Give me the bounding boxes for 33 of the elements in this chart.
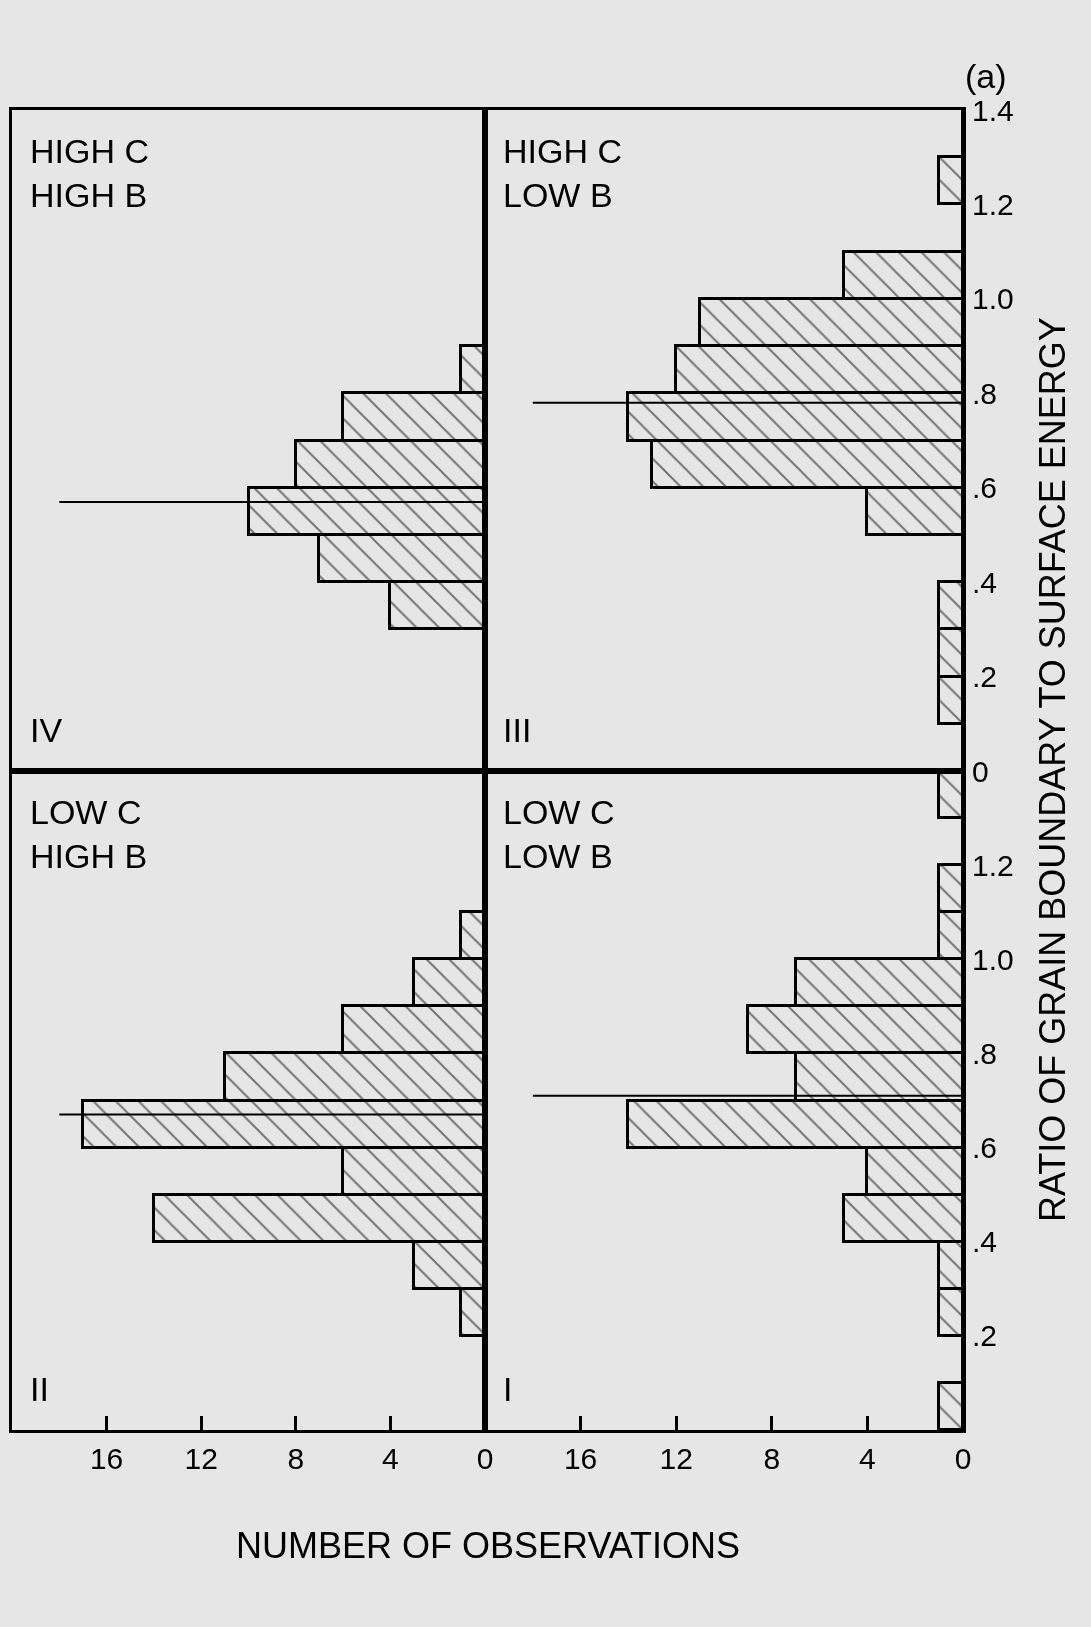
annotation: II [30, 1370, 49, 1408]
y-tick-label: .8 [972, 1036, 998, 1070]
text: (a) [965, 57, 1007, 95]
y-tick-label: 1.2 [972, 848, 1014, 882]
y-tick-label: .2 [972, 1319, 998, 1353]
annotation: I [503, 1370, 513, 1408]
x-tick-label: 16 [563, 1442, 598, 1475]
x-axis-title: NUMBER OF OBSERVATIONS [236, 1525, 741, 1566]
annotation: HIGH C HIGH B [30, 132, 149, 215]
x-tick-label: 8 [287, 1442, 305, 1475]
x-tick-label: 8 [763, 1442, 781, 1475]
x-tick-label: 4 [382, 1442, 399, 1475]
y-tick-label: .8 [972, 376, 998, 410]
y-tick-label: 1.0 [972, 942, 1014, 976]
y-tick-label: .4 [972, 565, 998, 599]
x-tick-label: 0 [476, 1442, 494, 1475]
annotation: IV [30, 711, 63, 749]
y-tick-label: .2 [972, 660, 998, 694]
annotation: LOW C HIGH B [30, 793, 148, 876]
y-tick-label: .6 [972, 471, 998, 505]
y-tick-label: .4 [972, 1225, 998, 1259]
x-tick-label: 12 [184, 1442, 218, 1475]
x-tick-label: 12 [659, 1442, 693, 1475]
y-axis-title: RATIO OF GRAIN BOUNDARY TO SURFACE ENERGY [1032, 317, 1073, 1222]
x-tick-label: 4 [859, 1442, 876, 1475]
annotation: III [503, 711, 532, 749]
annotation: HIGH C LOW B [503, 132, 622, 215]
y-tick-label: .6 [972, 1131, 998, 1165]
x-tick-label: 16 [89, 1442, 124, 1475]
y-tick-label: 1.0 [972, 282, 1014, 316]
annotation: LOW C LOW B [503, 793, 615, 876]
y-tick-label: 1.2 [972, 187, 1014, 221]
y-tick-label: 0 [972, 754, 989, 788]
